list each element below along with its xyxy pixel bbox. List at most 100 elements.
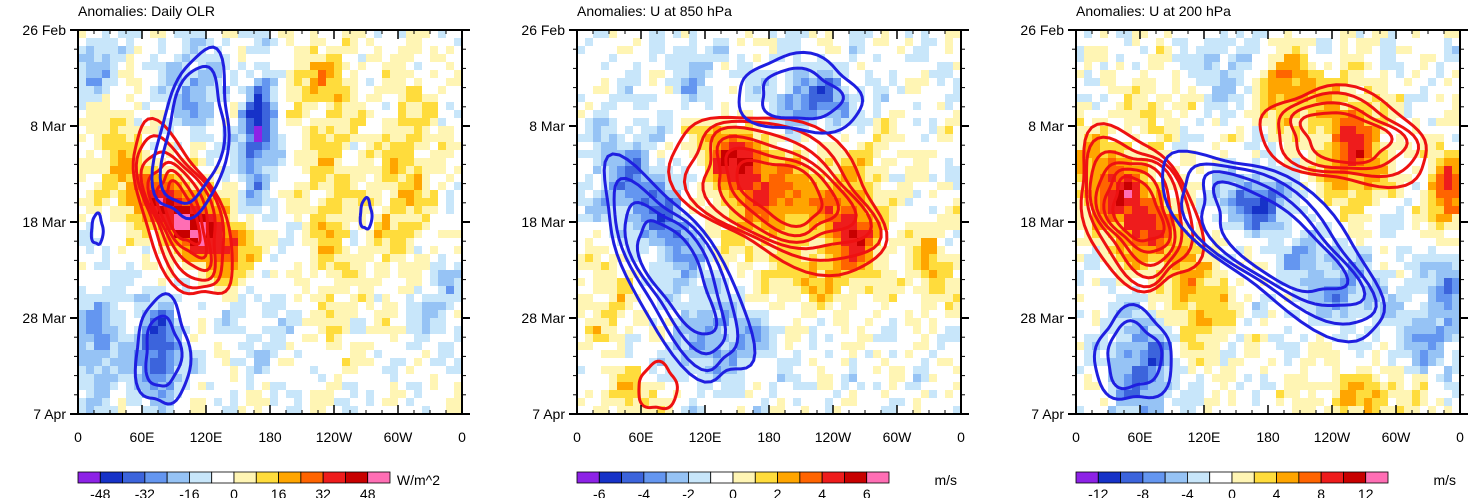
heatmap-cell [190,94,199,103]
heatmap-cell [649,182,658,191]
heatmap-cell [681,118,690,127]
heatmap-cell [809,374,818,383]
heatmap-cell [246,262,255,271]
heatmap-cell [78,270,87,279]
heatmap-cell [697,110,706,119]
heatmap-cell [761,262,770,271]
heatmap-cell [649,102,658,111]
heatmap-cell [953,294,961,303]
heatmap-cell [350,246,359,255]
heatmap-cell [118,238,127,247]
x-tick-label: 60W [384,429,414,445]
heatmap-cell [753,62,762,71]
heatmap-cell [641,334,650,343]
heatmap-cell [174,30,183,39]
heatmap-cell [729,102,738,111]
heatmap-cell [246,198,255,207]
heatmap-cell [609,54,618,63]
heatmap-cell [673,334,682,343]
heatmap-cell [865,358,874,367]
heatmap-cell [214,38,223,47]
heatmap-cell [809,174,818,183]
heatmap-cell [174,94,183,103]
heatmap-cell [350,270,359,279]
heatmap-cell [358,270,367,279]
heatmap-cell [881,70,890,79]
heatmap-cell [422,382,431,391]
heatmap-cell [817,398,826,407]
heatmap-cell [182,286,191,295]
heatmap-cell [78,118,87,127]
heatmap-cell [438,334,447,343]
heatmap-cell [318,318,327,327]
heatmap-cell [334,390,343,399]
heatmap-cell [446,238,455,247]
heatmap-cell [214,270,223,279]
heatmap-cell [374,190,383,199]
heatmap-cell [1244,30,1253,39]
heatmap-cell [849,310,858,319]
heatmap-cell [1188,30,1197,39]
heatmap-cell [953,46,961,55]
heatmap-cell [825,190,834,199]
heatmap-cell [390,134,399,143]
positive-contour [667,115,889,278]
heatmap-cell [414,78,423,87]
heatmap-cell [430,174,439,183]
heatmap-cell [366,390,375,399]
heatmap-cell [945,254,954,263]
heatmap-cell [454,230,462,239]
heatmap-cell [705,94,714,103]
heatmap-cell [278,46,287,55]
heatmap-cell [206,358,215,367]
heatmap-cell [913,70,922,79]
heatmap-cell [745,246,754,255]
heatmap-cell [86,150,95,159]
heatmap-cell [254,286,263,295]
heatmap-cell [158,190,167,199]
heatmap-cell [166,214,175,223]
heatmap-cell [254,174,263,183]
heatmap-cell [689,238,698,247]
heatmap-cell [390,270,399,279]
heatmap-cell [873,86,882,95]
heatmap-cell [593,286,602,295]
heatmap-cell [78,358,87,367]
negative-contour [737,50,865,135]
heatmap-cell [793,142,802,151]
heatmap-cell [737,310,746,319]
heatmap-cell [150,294,159,303]
heatmap-cell [278,70,287,79]
heatmap-cell [446,406,455,414]
heatmap-cell [326,222,335,231]
heatmap-cell [945,342,954,351]
heatmap-cell [382,126,391,135]
heatmap-cell [182,94,191,103]
heatmap-cell [625,142,634,151]
heatmap-cell [286,350,295,359]
heatmap-cell [422,46,431,55]
heatmap-cell [334,342,343,351]
heatmap-cell [689,38,698,47]
heatmap-cell [94,350,103,359]
heatmap-cell [406,222,415,231]
heatmap-cell [793,214,802,223]
heatmap-cell [350,262,359,271]
heatmap-cell [118,86,127,95]
heatmap-cell [358,190,367,199]
heatmap-cell [801,54,810,63]
heatmap-cell [945,198,954,207]
heatmap-cell [86,326,95,335]
heatmap-cell [769,158,778,167]
heatmap-cell [270,38,279,47]
heatmap-cell [785,374,794,383]
heatmap-cell [142,302,151,311]
heatmap-cell [438,382,447,391]
heatmap-cell [118,206,127,215]
heatmap-cell [86,30,95,39]
heatmap-cell [422,86,431,95]
heatmap-cell [617,246,626,255]
heatmap-cell [665,94,674,103]
heatmap-cell [262,86,271,95]
heatmap-cell [777,342,786,351]
